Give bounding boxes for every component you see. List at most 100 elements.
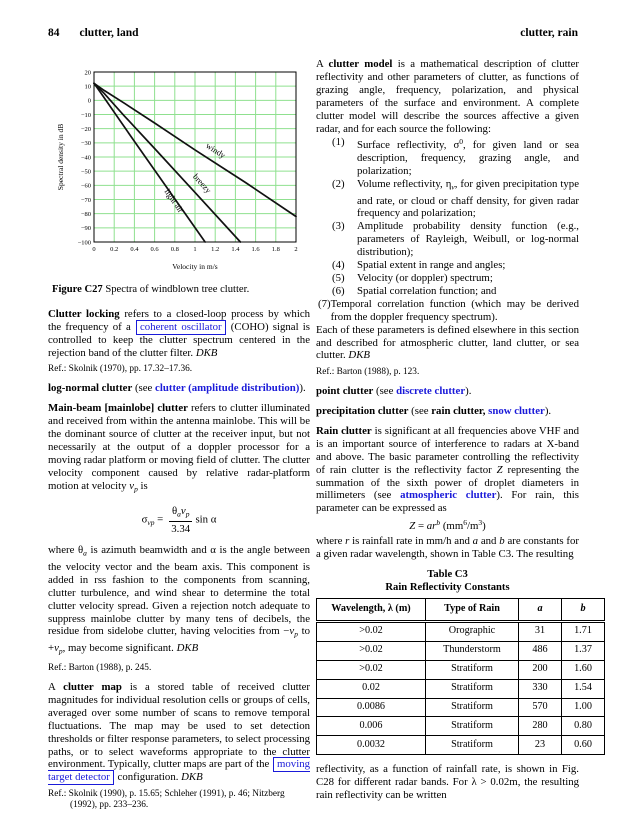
table-cell: 280 bbox=[518, 716, 562, 737]
reference-line: Ref.: Skolnik (1970), pp. 17.32–17.36. bbox=[48, 364, 193, 375]
text-segment: Surface reflectivity, σ bbox=[357, 139, 460, 152]
table-row: 0.0032 Stratiform 23 0.60 bbox=[316, 735, 605, 756]
y-tick-label: −70 bbox=[81, 197, 91, 204]
reference-line: Ref.: Barton (1988), p. 245. bbox=[48, 663, 152, 674]
sigma-vp-equation: σvp = θavp 3.34 sin α bbox=[48, 505, 310, 536]
text-segment: p bbox=[58, 646, 63, 656]
text-segment: (see bbox=[132, 382, 156, 395]
list-item-number: (1) bbox=[332, 136, 345, 149]
header-cell: Wavelength, λ (m) bbox=[316, 598, 426, 623]
text-segment: reflectivity, as a function of rainfall … bbox=[316, 763, 579, 802]
text-segment: = bbox=[415, 520, 427, 533]
table-cell: Thunderstorm bbox=[425, 640, 519, 661]
x-tick-label: 1.2 bbox=[211, 246, 219, 253]
cross-reference-link[interactable]: clutter (amplitude distribution) bbox=[155, 382, 300, 395]
table-row: 0.0086 Stratiform 570 1.00 bbox=[316, 697, 605, 718]
y-tick-label: −50 bbox=[81, 168, 91, 175]
table-cell: 1.60 bbox=[561, 659, 605, 680]
page-number: 84 bbox=[48, 27, 60, 39]
text-segment: Each of these parameters is defined else… bbox=[316, 323, 579, 362]
each-parameters-paragraph: Each of these parameters is defined else… bbox=[316, 324, 579, 363]
text-segment: Amplitude probability density function (… bbox=[357, 220, 579, 259]
text-segment: point clutter bbox=[316, 385, 374, 398]
text-segment: log-normal clutter bbox=[48, 382, 133, 395]
text-segment: v bbox=[54, 641, 59, 654]
text-segment: DKB bbox=[176, 641, 199, 654]
text-segment: is a mathematical description of clutter… bbox=[316, 58, 580, 135]
list-item: (6) Spatial correlation function; and bbox=[332, 285, 579, 298]
text-segment: are constants for a given radar waveleng… bbox=[316, 535, 579, 561]
text-segment: (COHO) signal is controlled to keep the … bbox=[48, 320, 311, 359]
closing-paragraph: reflectivity, as a function of rainfall … bbox=[316, 763, 579, 802]
text-segment: sin α bbox=[195, 513, 217, 526]
text-segment: , for given land or sea description, fre… bbox=[357, 139, 579, 178]
table-cell: 0.02 bbox=[316, 678, 426, 699]
table-cell: 570 bbox=[518, 697, 562, 718]
series-line-windy bbox=[93, 82, 297, 218]
cross-reference-link[interactable]: atmospheric clutter bbox=[400, 489, 497, 502]
text-segment: where θ bbox=[48, 544, 84, 557]
table-title: Table C3 bbox=[427, 569, 468, 581]
where-theta-paragraph: where θa is azimuth beamwidth and α is t… bbox=[48, 544, 310, 658]
text-segment: (see bbox=[373, 385, 397, 398]
text-segment: Z bbox=[496, 463, 503, 476]
table-cell: Stratiform bbox=[425, 716, 519, 737]
list-item: (4) Spatial extent in range and angles; bbox=[332, 259, 579, 272]
x-tick-label: 0 bbox=[92, 246, 95, 253]
text-segment: p bbox=[185, 509, 190, 519]
table-cell: Stratiform bbox=[425, 735, 519, 756]
x-tick-label: 1.6 bbox=[252, 246, 261, 253]
list-item-text: Amplitude probability density function (… bbox=[357, 220, 579, 259]
y-tick-label: −90 bbox=[81, 225, 91, 232]
table-cell: 486 bbox=[518, 640, 562, 661]
text-segment: ). bbox=[544, 405, 552, 418]
y-tick-label: 0 bbox=[88, 98, 91, 105]
text-segment: Temporal correlation function (which may… bbox=[330, 297, 579, 323]
text-segment: , may become significant. bbox=[62, 641, 177, 654]
text-segment: DKB bbox=[181, 771, 203, 784]
text-segment: refers to clutter illuminated and receiv… bbox=[48, 402, 310, 492]
table-cell: >0.02 bbox=[316, 659, 426, 680]
right-column: A clutter model is a mathematical descri… bbox=[316, 58, 605, 809]
list-item-number: (3) bbox=[332, 220, 345, 233]
text-segment: Clutter locking bbox=[48, 307, 120, 320]
cross-reference-link[interactable]: discrete clutter bbox=[396, 385, 466, 398]
page-header: 84 clutter, land clutter, rain bbox=[48, 27, 578, 39]
entry-precipitation-clutter: precipitation clutter (see rain clutter,… bbox=[316, 405, 579, 418]
cross-reference-link[interactable]: moving target detector bbox=[48, 757, 310, 786]
cross-reference-link[interactable]: coherent oscillator bbox=[136, 319, 226, 335]
text-segment: Spectra of windblown tree clutter. bbox=[102, 283, 250, 295]
series-line-light-air bbox=[93, 82, 206, 243]
list-item: (3) Amplitude probability density functio… bbox=[332, 220, 579, 259]
list-item: (7) Temporal correlation function (which … bbox=[318, 298, 579, 324]
where-r-paragraph: where r is rainfall rate in mm/h and a a… bbox=[316, 535, 579, 561]
cross-reference-link[interactable]: snow clutter bbox=[488, 405, 545, 418]
table-cell: 1.54 bbox=[561, 678, 605, 699]
y-tick-label: −80 bbox=[81, 211, 91, 218]
table-row: >0.02 Orographic 31 1.71 bbox=[316, 620, 605, 642]
book-page: 84 clutter, land clutter, rain 0 0.2 0.4 0.… bbox=[48, 27, 605, 811]
text-segment: is significant at all frequencies above … bbox=[316, 424, 579, 476]
list-item-text: Temporal correlation function (which may… bbox=[331, 298, 579, 324]
clutter-spectra-chart: 0 0.2 0.4 0.6 0.8 1 1.2 1.4 1.6 1.8 2 20 10 0 −10 −20 −3… bbox=[48, 62, 310, 278]
list-item-number: (6) bbox=[332, 284, 345, 297]
list-item-text: Volume reflectivity, ηv, for given preci… bbox=[357, 178, 579, 220]
text-segment: Rain clutter bbox=[316, 424, 372, 437]
table-header-row: Wavelength, λ (m) Type of Rain a b bbox=[316, 598, 605, 623]
list-item-number: (2) bbox=[332, 178, 345, 191]
y-tick-label: −60 bbox=[81, 183, 91, 190]
list-item-number: (4) bbox=[332, 259, 345, 272]
figure-caption: Figure C27 Spectra of windblown tree clu… bbox=[52, 284, 310, 297]
text-segment: 0 bbox=[459, 137, 464, 147]
table-cell: Stratiform bbox=[425, 659, 519, 680]
list-item-text: Spatial extent in range and angles; bbox=[357, 259, 579, 272]
text-segment: a bbox=[177, 509, 181, 519]
text-segment: rain clutter, bbox=[431, 405, 486, 418]
list-item: (2) Volume reflectivity, ηv, for given pr… bbox=[332, 178, 579, 220]
text-segment: σ bbox=[141, 513, 148, 526]
series-line-breezy bbox=[93, 82, 242, 243]
text-segment: DKB bbox=[195, 346, 218, 359]
x-tick-label: 0.8 bbox=[171, 246, 179, 253]
table-cell: 0.60 bbox=[561, 735, 605, 756]
z-equation: Z = arb (mm6/m3) bbox=[316, 517, 579, 533]
